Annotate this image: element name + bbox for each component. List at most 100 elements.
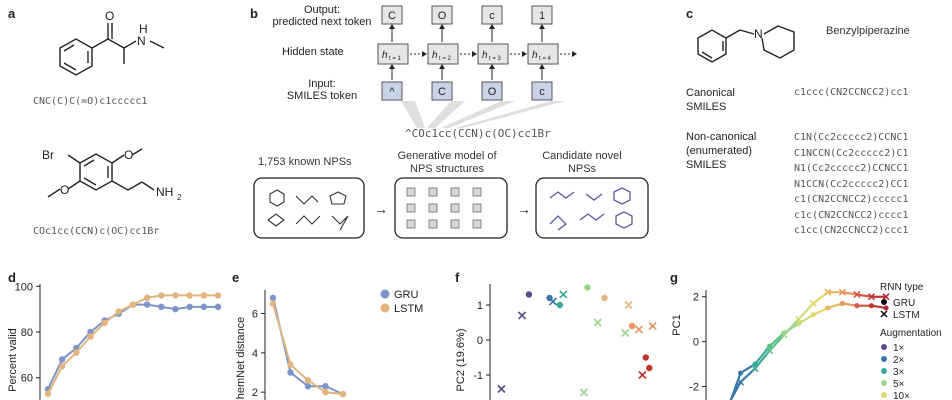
y-axis-label: PC1 (671, 314, 683, 335)
chart-f: -1 0 1 PC2 (19.6%) (455, 284, 657, 400)
legend-marker-aug (881, 344, 887, 350)
series-line (47, 294, 218, 395)
dimethoxy-structure: Br O O NH 2 (42, 148, 182, 202)
data-point-cross (824, 288, 832, 296)
data-point (115, 308, 123, 315)
cross-stroke (795, 315, 803, 323)
panel-a-label: a (8, 6, 16, 21)
cross-stroke (548, 297, 558, 306)
hidden-symbol: h (382, 50, 388, 61)
data-point (58, 356, 66, 363)
cross-stroke (882, 293, 890, 301)
cross-stroke (559, 290, 568, 299)
molecule1-smiles: CNC(C)C(=O)c1ccccc1 (33, 96, 148, 107)
data-point-cross (795, 315, 803, 323)
data-point (186, 303, 193, 311)
input-token: c (539, 86, 545, 98)
cross-stroke (634, 325, 644, 334)
data-point (339, 390, 347, 398)
scatter-point-gru (601, 294, 608, 302)
scatter-point-gru (646, 364, 653, 372)
cross-stroke (621, 328, 630, 338)
cross-stroke (766, 347, 774, 355)
y-tick-label: 4 (252, 348, 258, 360)
data-point (854, 303, 860, 309)
scatter-point-gru (628, 322, 636, 330)
data-point (158, 292, 165, 299)
scatter-point-lstm (579, 388, 589, 397)
cross-stroke (824, 288, 832, 296)
output-token: O (438, 10, 447, 22)
svg-text:→: → (517, 201, 531, 217)
output-token: C (388, 10, 396, 22)
data-point (101, 319, 108, 327)
noncanonical-item: c1cc(CN2CCNCC2)ccc1 (794, 225, 909, 236)
hidden-symbol: h (432, 50, 438, 61)
data-point (287, 369, 294, 376)
hidden-symbol: h (482, 50, 488, 61)
atom-o: O (105, 9, 114, 23)
y-tick-label: 0 (477, 335, 483, 347)
data-point (200, 303, 208, 311)
hidden-subscript: t = 4 (539, 56, 552, 62)
arrow-head (489, 24, 495, 29)
hidden-state-box (477, 43, 509, 65)
noncanonical-item: N1CCN(Cc2ccccc2)CC1 (794, 178, 909, 190)
data-point (868, 303, 875, 309)
y-axis-label: PC2 (19.6%) (455, 329, 467, 392)
noncanonical-item: c1c(CN2CCNCC2)cccc1 (794, 209, 909, 221)
chart-e: 2 4 6 t ChemNet distance GRU LSTM (235, 289, 423, 400)
attention-fan (401, 101, 565, 128)
scatter-point-lstm (638, 370, 647, 380)
data-point (44, 390, 52, 397)
arrow-head (539, 24, 545, 29)
arrow-head (439, 64, 445, 69)
legend-marker (380, 303, 390, 313)
legend-label: GRU (394, 289, 419, 301)
data-point-cross (736, 378, 745, 386)
y-axis-label: t ChemNet distance (235, 317, 247, 400)
input-token: ^ (389, 86, 395, 98)
hidden-state-label: Hidden state (282, 46, 344, 58)
y-tick-label: -2 (689, 382, 699, 394)
data-point (214, 292, 222, 299)
data-point (883, 305, 889, 311)
legend-title-aug: Augmentation (880, 328, 942, 339)
legend-label: GRU (893, 298, 915, 309)
cross-stroke (751, 365, 759, 373)
scatter-point-gru (584, 284, 591, 291)
data-point (172, 305, 179, 313)
scatter-point-gru (642, 354, 650, 361)
noncanonical-item: N1(Cc2ccccc2)CCNCC1 (794, 163, 909, 174)
data-point (186, 292, 193, 299)
arrow-head (539, 64, 545, 69)
data-point (287, 361, 294, 368)
y-tick-label: 6 (252, 309, 258, 321)
data-point-cross (780, 331, 788, 339)
hidden-state-box (527, 43, 559, 65)
hidden-subscript: t = 2 (439, 56, 452, 62)
arrow-head (422, 51, 427, 57)
scatter-point-lstm (624, 300, 633, 310)
legend-label: 3× (893, 367, 905, 378)
input-token-box (381, 81, 403, 101)
svg-text:→: → (374, 201, 388, 217)
legend-marker-aug (881, 356, 887, 362)
arrow-head (389, 64, 395, 69)
arrow-head (572, 51, 577, 57)
arrow-head (489, 64, 495, 69)
input-token-box (531, 81, 553, 101)
arrow-head (389, 24, 395, 29)
hidden-subscript: t = 1 (389, 56, 402, 62)
atom-nh-subscript: 2 (177, 193, 182, 202)
atom-o-2: O (60, 183, 69, 197)
data-point-cross (809, 299, 817, 308)
legend-title-rnn: RNN type (880, 282, 924, 293)
atom-br: Br (42, 148, 54, 162)
atom-h: H (139, 22, 148, 36)
hidden-subscript: t = 3 (489, 56, 502, 62)
legend-marker-aug (881, 380, 887, 386)
legend-marker-aug (881, 368, 887, 374)
